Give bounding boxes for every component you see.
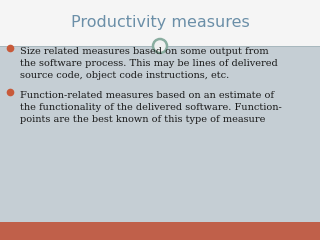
- Circle shape: [153, 39, 167, 53]
- Text: Function-related measures based on an estimate of
the functionality of the deliv: Function-related measures based on an es…: [20, 91, 282, 124]
- Text: Size related measures based on some output from
the software process. This may b: Size related measures based on some outp…: [20, 47, 278, 80]
- Text: Productivity measures: Productivity measures: [71, 16, 249, 30]
- Bar: [0, 0, 320, 46]
- Bar: [0, 222, 320, 240]
- Bar: [0, 46, 320, 222]
